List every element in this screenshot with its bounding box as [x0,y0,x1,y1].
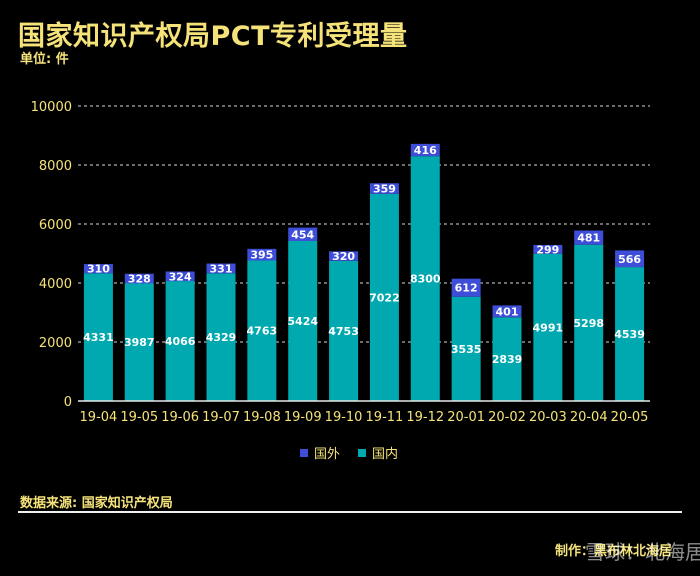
data-label-foreign: 401 [496,305,519,318]
legend-label: 国内 [372,446,398,462]
unit-label: 单位: 件 [20,52,69,67]
bar-foreign [124,273,154,284]
x-tick-label: 19-12 [406,410,444,425]
x-tick-label: 20-01 [447,410,485,425]
data-label-domestic: 8300 [410,273,441,286]
data-label-foreign: 454 [291,228,314,241]
x-tick-label: 19-04 [80,410,118,425]
data-label-foreign: 416 [414,144,437,157]
bar-foreign [451,278,481,297]
x-tick-label: 19-10 [325,410,363,425]
watermark-text: 雪球：北海居 [585,540,700,564]
bar-foreign [83,264,113,274]
data-label-foreign: 328 [128,273,151,286]
bar-domestic [369,193,399,401]
bar-domestic [329,260,359,401]
data-label-foreign: 324 [169,270,192,283]
bar-domestic [124,283,154,401]
x-tick-label: 20-04 [570,410,608,425]
credit-text: 制作：黑布林北海居 [555,544,673,559]
y-tick-label: 2000 [39,336,72,351]
data-label-domestic: 4753 [328,325,359,338]
data-label-foreign: 395 [250,249,273,262]
bar-foreign [369,183,399,194]
data-label-foreign: 481 [577,232,600,245]
x-tick-label: 19-06 [161,410,199,425]
x-tick-label: 20-05 [611,410,649,425]
data-label-foreign: 612 [455,282,478,295]
legend-swatch [358,449,366,457]
data-label-domestic: 7022 [369,291,400,304]
bar-domestic [492,317,522,401]
bar-foreign [615,250,645,268]
data-label-domestic: 5298 [573,317,604,330]
data-label-domestic: 5424 [287,315,318,328]
bar-domestic [533,253,563,401]
data-label-foreign: 310 [87,263,110,276]
x-tick-label: 20-02 [488,410,526,425]
divider [18,511,682,513]
bar-foreign [574,230,604,245]
data-label-foreign: 320 [332,250,355,263]
data-label-domestic: 3987 [124,336,155,349]
bar-foreign [206,263,236,274]
bar-domestic [206,273,236,401]
bar-domestic [83,273,113,401]
data-label-foreign: 359 [373,183,396,196]
bar-chart: 4331 310 3987 328 4066 324 4329 331 4763 395 5424 4… [31,100,650,462]
bar-domestic [165,281,195,401]
x-tick-label: 19-05 [120,410,158,425]
bar-domestic [410,156,440,401]
data-label-foreign: 331 [210,262,233,275]
y-tick-label: 8000 [39,159,72,174]
bar-domestic [247,260,277,401]
data-label-domestic: 2839 [492,353,523,366]
bar-domestic [615,267,645,401]
legend-swatch [300,449,308,457]
bar-foreign [165,271,195,282]
legend-label: 国外 [314,447,340,462]
bar-foreign [288,227,318,241]
data-label-domestic: 3535 [451,343,482,356]
data-label-foreign: 299 [536,243,559,256]
bar-domestic [288,240,318,401]
data-label-domestic: 4763 [247,325,278,338]
x-tick-label: 19-09 [284,410,322,425]
x-tick-label: 19-11 [366,410,404,425]
x-tick-label: 19-08 [243,410,281,425]
bar-foreign [410,143,440,157]
y-tick-label: 4000 [39,277,72,292]
data-label-domestic: 4539 [614,328,645,341]
data-label-domestic: 4066 [165,335,196,348]
x-tick-label: 20-03 [529,410,567,425]
y-tick-label: 0 [64,395,72,410]
data-label-domestic: 4991 [533,321,564,334]
bar-domestic [574,244,604,401]
bar-foreign [533,244,563,254]
bar-foreign [329,251,359,261]
data-source: 数据来源: 国家知识产权局 [20,496,173,511]
data-label-domestic: 4331 [83,331,114,344]
y-tick-label: 10000 [31,100,72,115]
bar-domestic [451,296,481,401]
chart-title: 国家知识产权局PCT专利受理量 [18,21,408,52]
bar-foreign [247,248,277,261]
x-tick-label: 19-07 [202,410,240,425]
bar-foreign [492,305,522,318]
data-label-domestic: 4329 [206,331,237,344]
y-tick-label: 6000 [39,218,72,233]
data-label-foreign: 566 [618,253,641,266]
